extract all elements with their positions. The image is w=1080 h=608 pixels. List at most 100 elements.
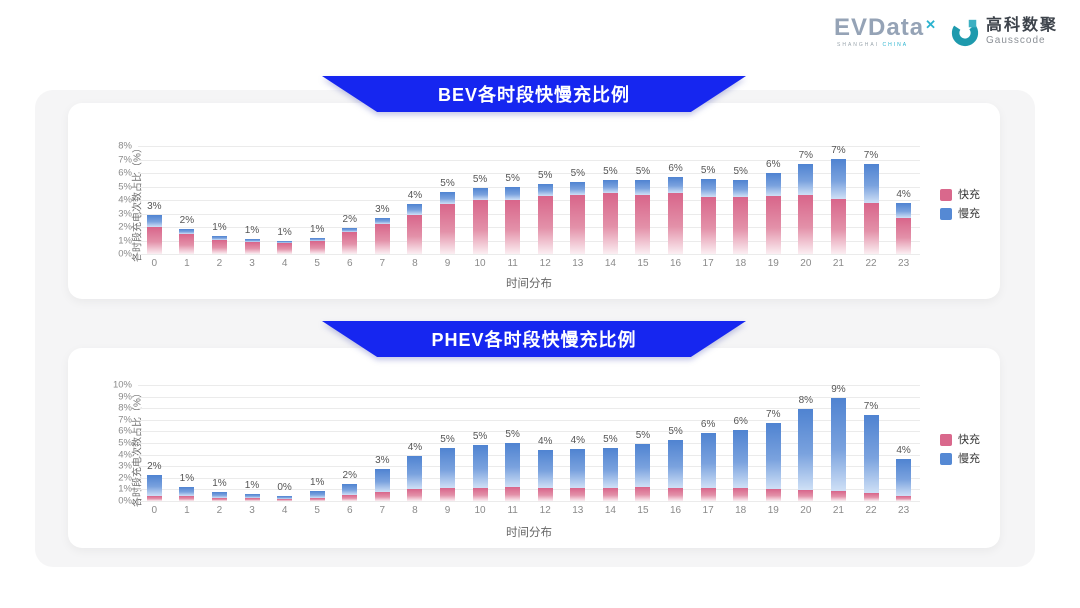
fast-charge-segment <box>635 194 651 254</box>
gausscode-icon <box>951 19 979 47</box>
phev-chart-card: PHEV各时段快慢充比例 各时段充电次数占比（%） 0% 1% 2% 3% 4% 5% 6%… <box>68 321 1000 548</box>
bev-chart-title: BEV各时段快慢充比例 <box>437 85 630 105</box>
x-tick-label: 22 <box>865 505 877 516</box>
bar-column: 5% <box>464 146 497 254</box>
bar-value-label: 5% <box>603 433 618 445</box>
gridline <box>138 240 920 242</box>
gridline <box>138 213 920 215</box>
bar-column: 7% <box>757 385 790 501</box>
gridline <box>138 431 920 433</box>
fast-charge-segment <box>570 195 586 254</box>
gridline <box>138 385 920 386</box>
slow-charge-segment <box>211 236 227 240</box>
bar-value-label: 7% <box>863 149 879 161</box>
bev-plot-area: 0% 1% 2% 3% 4% 5% 6% 7% 8% 3% 2% 1% 1% 1% 1% 2% 3% 4% 5% 5%… <box>118 141 920 258</box>
fast-charge-segment <box>146 227 162 254</box>
fast-charge-segment <box>733 488 749 501</box>
x-tick-label: 15 <box>637 505 649 516</box>
fast-charge-segment <box>277 242 293 254</box>
gridline <box>138 408 920 410</box>
evdata-tagline: SHANGHAI CHINA <box>837 42 909 48</box>
fast-charge-segment <box>830 199 846 254</box>
gausscode-logo: 高科数聚 Gausscode <box>950 17 1058 47</box>
y-tick-label: 3% <box>118 207 132 219</box>
bar-column: 5% <box>431 146 464 254</box>
bar-column: 4% <box>562 385 595 501</box>
bar-column: 2% <box>171 146 204 254</box>
slow-charge-segment <box>635 444 651 488</box>
bar-value-label: 2% <box>147 461 162 473</box>
x-tick-label: 6 <box>346 258 353 269</box>
slow-charge-segment <box>374 217 390 225</box>
y-tick-label: 8% <box>118 402 132 414</box>
slow-charge-segment <box>668 177 684 194</box>
gridline <box>138 186 920 188</box>
x-tick-label: 4 <box>281 505 288 516</box>
bar-value-label: 5% <box>538 169 553 181</box>
legend-item-fast[interactable]: 快充 <box>940 189 980 201</box>
fast-charge-segment <box>602 193 618 254</box>
y-tick-label: 0% <box>118 248 132 260</box>
bar-column: 1% <box>203 146 236 254</box>
x-tick-label: 20 <box>800 258 812 269</box>
bar-value-label: 2% <box>342 469 357 481</box>
bev-x-axis-ticks: 0 1 2 3 4 5 6 7 8 9 10 11 12 13 14 15 16 17 18 19 20 21 22 23 <box>138 258 920 269</box>
slow-charge-segment <box>146 214 162 227</box>
x-tick-label: 15 <box>637 258 649 269</box>
phev-chart-title: PHEV各时段快慢充比例 <box>431 330 637 350</box>
bev-title-banner: BEV各时段快慢充比例 <box>322 76 746 112</box>
bar-value-label: 6% <box>700 418 716 430</box>
x-tick-label: 18 <box>735 505 747 516</box>
bar-value-label: 3% <box>375 203 390 215</box>
bar-column: 6% <box>692 385 725 501</box>
fast-charge-segment <box>309 497 325 501</box>
fast-charge-segment <box>244 241 260 254</box>
x-tick-label: 16 <box>669 505 682 516</box>
evdata-wordmark: EVData <box>834 14 925 41</box>
slow-charge-segment <box>700 179 716 198</box>
fast-charge-segment <box>700 488 716 501</box>
slow-charge-segment <box>439 448 455 489</box>
fast-charge-segment <box>439 488 455 501</box>
bar-column: 5% <box>431 385 464 501</box>
slow-charge-segment <box>700 432 716 489</box>
slow-charge-segment <box>244 494 260 499</box>
slow-charge-label: 慢充 <box>958 452 980 465</box>
x-tick-label: 14 <box>604 258 616 269</box>
bar-column: 0% <box>268 385 301 501</box>
fast-charge-segment <box>765 488 781 501</box>
bar-value-label: 9% <box>831 384 846 395</box>
slow-charge-segment <box>439 191 455 205</box>
header-logos: EVData✕ SHANGHAI CHINA 高科数聚 Gausscode <box>834 16 1058 48</box>
fast-charge-label: 快充 <box>958 433 980 446</box>
x-tick-label: 11 <box>507 258 518 269</box>
y-tick-label: 0% <box>118 495 132 507</box>
y-tick-label: 6% <box>118 425 132 437</box>
fast-charge-segment <box>407 214 423 254</box>
slow-charge-segment <box>342 483 358 495</box>
slow-charge-segment <box>830 159 846 200</box>
x-tick-label: 12 <box>539 258 551 269</box>
legend-item-slow[interactable]: 慢充 <box>940 208 980 220</box>
x-tick-label: 19 <box>767 258 779 269</box>
bar-column: 5% <box>529 146 562 254</box>
bar-value-label: 4% <box>538 435 553 447</box>
fast-charge-segment <box>896 217 912 254</box>
legend-item-slow[interactable]: 慢充 <box>940 453 980 465</box>
x-tick-label: 5 <box>314 258 320 269</box>
bar-column: 8% <box>790 385 823 501</box>
gridline <box>138 501 920 502</box>
x-tick-label: 19 <box>767 505 779 516</box>
legend-item-fast[interactable]: 快充 <box>940 434 980 446</box>
fast-charge-segment <box>668 193 684 254</box>
bar-column: 4% <box>887 385 920 501</box>
bar-column: 6% <box>757 146 790 254</box>
bar-column: 5% <box>496 385 529 501</box>
x-tick-label: 3 <box>249 258 255 269</box>
bar-column: 3% <box>366 385 399 501</box>
y-tick-label: 6% <box>118 167 132 179</box>
fast-charge-segment <box>896 495 912 501</box>
slow-charge-segment <box>570 182 586 196</box>
y-tick-label: 3% <box>118 460 132 472</box>
x-tick-label: 2 <box>216 258 223 269</box>
